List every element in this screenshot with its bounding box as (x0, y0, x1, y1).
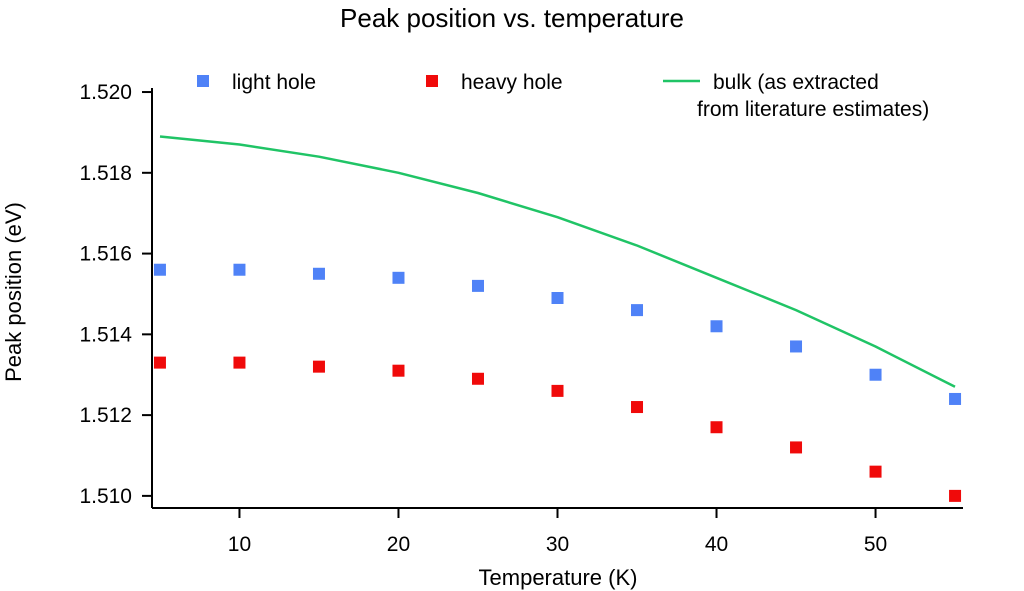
heavy-hole-point (949, 489, 962, 502)
light-hole-point (790, 340, 803, 353)
light-hole-point (551, 292, 564, 304)
light-hole-point (392, 271, 405, 284)
x-tick-label: 40 (705, 533, 728, 556)
light-hole-point (949, 392, 962, 405)
legend: light hole heavy hole bulk (as extracted… (197, 71, 929, 121)
light-hole-point (153, 263, 166, 276)
legend-label-heavy-hole: heavy hole (461, 71, 563, 94)
heavy-hole-point (471, 372, 484, 385)
plot-area (153, 135, 962, 502)
legend-marker-heavy-hole (426, 75, 438, 87)
heavy-hole-point (233, 356, 246, 369)
x-axis-ticks: 10 20 30 40 50 (228, 508, 887, 556)
y-axis-ticks: 1.510 1.512 1.514 1.516 1.518 1.520 (79, 81, 152, 508)
light-hole-point (631, 304, 644, 317)
heavy-hole-point (312, 360, 325, 373)
heavy-hole-point (710, 421, 723, 434)
y-tick-label: 1.510 (79, 485, 132, 508)
y-tick-label: 1.512 (79, 404, 132, 427)
y-tick-label: 1.514 (79, 323, 132, 346)
heavy-hole-point (790, 441, 803, 454)
light-hole-point (233, 263, 246, 276)
legend-label-bulk-line-1: bulk (as extracted (713, 71, 879, 94)
x-tick-label: 10 (228, 533, 251, 556)
heavy-hole-point (392, 364, 405, 377)
legend-label-bulk-line-2: from literature estimates) (697, 98, 929, 121)
chart-title: Peak position vs. temperature (340, 3, 684, 33)
heavy-hole-point (631, 401, 644, 414)
legend-marker-light-hole (197, 75, 209, 87)
x-tick-label: 20 (387, 533, 410, 556)
light-hole-point (312, 267, 325, 280)
heavy-hole-point (551, 384, 564, 397)
legend-label-light-hole: light hole (232, 71, 316, 94)
light-hole-point (471, 279, 484, 292)
x-tick-label: 50 (864, 533, 887, 556)
heavy-hole-point (869, 465, 882, 478)
y-tick-label: 1.520 (79, 81, 132, 104)
heavy-hole-point (153, 356, 166, 369)
y-tick-label: 1.516 (79, 243, 132, 266)
x-axis-title: Temperature (K) (479, 565, 638, 590)
x-tick-label: 30 (546, 533, 569, 556)
y-axis-title: Peak position (eV) (1, 202, 26, 382)
light-hole-point (869, 368, 882, 381)
bulk-line (159, 135, 956, 388)
light-hole-point (710, 320, 723, 333)
y-tick-label: 1.518 (79, 162, 132, 185)
